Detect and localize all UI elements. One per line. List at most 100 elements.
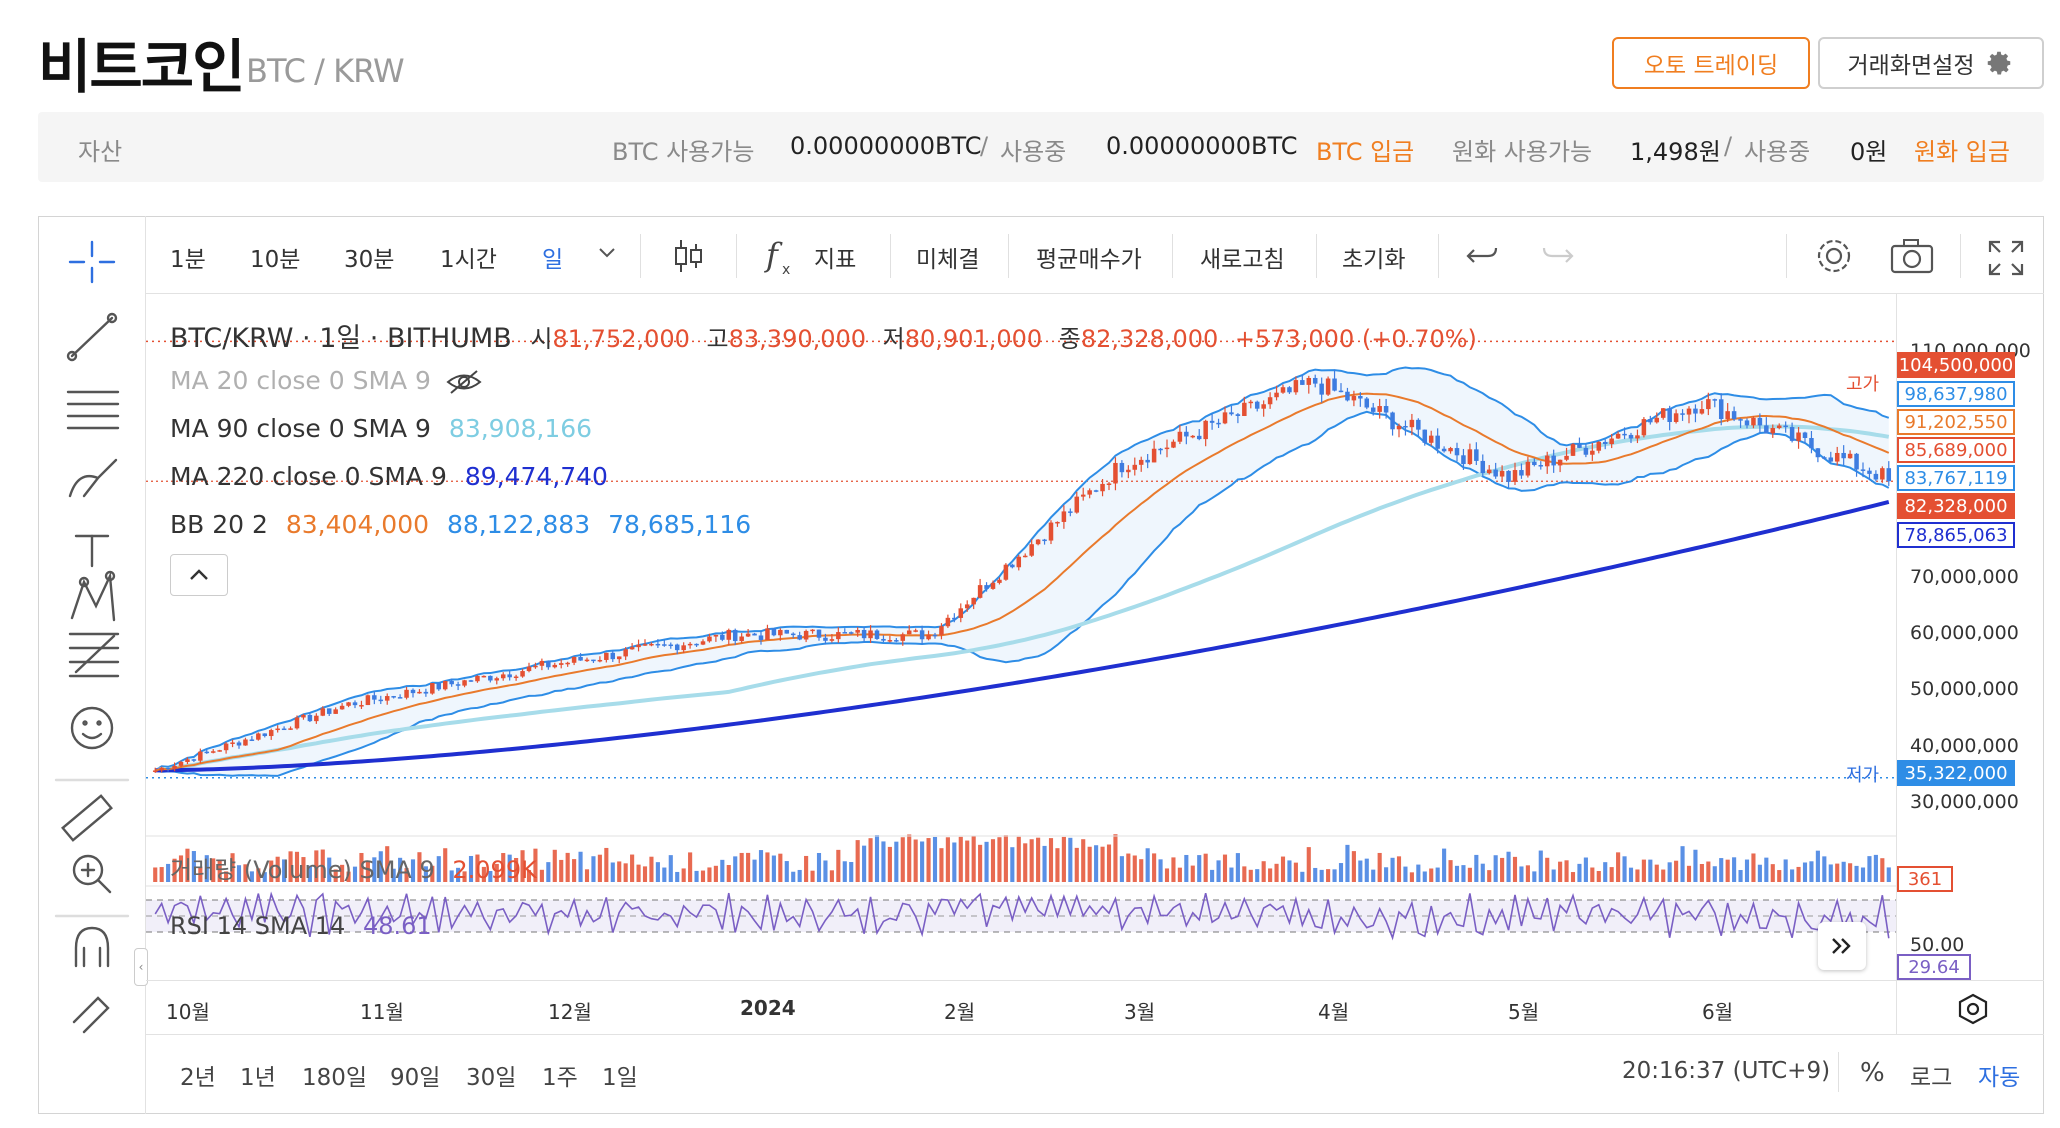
candle-body: [1370, 407, 1376, 412]
candle-body: [1242, 402, 1247, 416]
volume-bar: [1119, 856, 1124, 882]
reset-button[interactable]: 초기화: [1342, 247, 1406, 273]
interval-10m[interactable]: 10분: [250, 247, 301, 273]
bb-legend[interactable]: BB 20 2 83,404,000 88,122,883 78,685,116: [170, 510, 751, 539]
volume-bar: [494, 863, 499, 882]
interval-30m[interactable]: 30분: [344, 247, 395, 273]
camera-icon[interactable]: [1890, 238, 1934, 274]
percent-scale-toggle[interactable]: %: [1860, 1058, 1885, 1088]
log-scale-toggle[interactable]: 로그: [1910, 1065, 1953, 1091]
volume-bar: [636, 864, 641, 882]
eye-hidden-icon[interactable]: [445, 369, 483, 395]
candle-body: [739, 636, 744, 642]
range-180d[interactable]: 180일: [302, 1065, 368, 1091]
ma220-legend[interactable]: MA 220 close 0 SMA 9 89,474,740: [170, 462, 608, 491]
candle-body: [1042, 539, 1047, 542]
candle-body: [1248, 401, 1254, 404]
volume-bar: [1074, 847, 1079, 882]
auto-trading-button[interactable]: 오토 트레이딩: [1612, 37, 1810, 89]
volume-bar: [1590, 867, 1595, 882]
interval-1h[interactable]: 1시간: [440, 247, 497, 273]
candle-body: [1583, 447, 1589, 455]
volume-bar: [939, 848, 944, 882]
ruler-icon[interactable]: [61, 794, 113, 842]
range-1y[interactable]: 1년: [240, 1065, 276, 1091]
collapse-legend-button[interactable]: [170, 554, 228, 596]
candle-body: [984, 585, 989, 589]
range-30d[interactable]: 30일: [466, 1065, 517, 1091]
chart-settings-icon[interactable]: [1814, 236, 1854, 276]
scroll-to-latest-button[interactable]: [1818, 922, 1866, 970]
trend-line-icon[interactable]: [66, 312, 118, 362]
double-chevron-right-icon: [1832, 938, 1851, 954]
emoji-icon[interactable]: [70, 706, 114, 750]
candle-body: [1847, 453, 1853, 459]
avg-price-button[interactable]: 평균매수가: [1036, 247, 1142, 273]
volume-bar: [1351, 851, 1356, 882]
btc-deposit-link[interactable]: BTC 입금: [1316, 138, 1415, 166]
candle-body: [462, 680, 467, 686]
candle-body: [436, 683, 442, 690]
volume-bar: [153, 867, 158, 882]
ohlc-close: 82,328,000: [1080, 325, 1219, 353]
ma20-legend[interactable]: MA 20 close 0 SMA 9: [170, 366, 483, 395]
fibonacci-icon[interactable]: [68, 632, 120, 678]
candle-body: [185, 759, 190, 763]
range-1d[interactable]: 1일: [602, 1065, 638, 1091]
unfilled-orders-button[interactable]: 미체결: [916, 247, 980, 273]
bb-upper-value: 88,122,883: [446, 510, 591, 539]
candle-body: [1454, 448, 1460, 456]
ma220-label: MA 220 close 0 SMA 9: [170, 462, 447, 491]
crosshair-icon[interactable]: [68, 240, 116, 284]
range-2y[interactable]: 2년: [180, 1065, 216, 1091]
chevron-down-icon[interactable]: [598, 246, 616, 260]
text-tool-icon[interactable]: [74, 534, 110, 568]
candle-body: [442, 680, 448, 690]
volume-bar: [1616, 852, 1621, 882]
pattern-icon[interactable]: [70, 570, 116, 622]
candle-body: [1358, 396, 1363, 399]
interval-1m[interactable]: 1분: [170, 247, 206, 273]
symbol-legend: BTC/KRW · 1일 · BITHUMB 시81,752,000 고83,3…: [170, 316, 1477, 355]
collapse-toolbar-handle[interactable]: ‹: [134, 948, 148, 986]
ma90-legend[interactable]: MA 90 close 0 SMA 9 83,908,166: [170, 414, 592, 443]
range-1w[interactable]: 1주: [542, 1065, 578, 1091]
rsi-legend[interactable]: RSI 14 SMA 14 48.61: [170, 912, 432, 940]
candlestick-type-icon[interactable]: [670, 236, 706, 276]
volume-bar: [1790, 869, 1795, 882]
volume-bar: [1371, 869, 1376, 882]
candle-body: [1306, 377, 1312, 385]
candle-body: [1364, 398, 1370, 408]
auto-scale-toggle[interactable]: 자동: [1978, 1065, 2021, 1091]
axis-settings-icon[interactable]: [1956, 992, 1990, 1026]
drawing-toolbar: [38, 216, 146, 1114]
candle-body: [1048, 522, 1054, 541]
volume-legend[interactable]: 거래량 (Volume) SMA 9 2.099K: [170, 850, 537, 885]
interval-day[interactable]: 일: [542, 247, 564, 273]
brush-icon[interactable]: [68, 458, 118, 498]
volume-bar: [1454, 865, 1460, 882]
candle-body: [662, 644, 667, 646]
zoom-in-icon[interactable]: [72, 854, 112, 894]
screen-settings-button[interactable]: 거래화면설정: [1818, 37, 2044, 89]
volume-bar: [1042, 845, 1047, 882]
price-chart[interactable]: [146, 294, 1896, 1036]
undo-icon[interactable]: [1466, 240, 1500, 270]
parallel-lines-icon[interactable]: [66, 390, 120, 430]
candle-body: [359, 705, 364, 707]
refresh-button[interactable]: 새로고침: [1200, 247, 1285, 273]
magnet-icon[interactable]: [74, 926, 110, 968]
function-icon[interactable]: f x: [764, 234, 798, 278]
volume-bar: [1635, 869, 1640, 882]
pencil-icon[interactable]: [72, 996, 110, 1034]
redo-icon[interactable]: [1540, 240, 1574, 270]
range-90d[interactable]: 90일: [390, 1065, 441, 1091]
volume-bar: [1500, 857, 1505, 882]
krw-deposit-link[interactable]: 원화 입금: [1914, 138, 2010, 166]
indicator-button[interactable]: 지표: [814, 247, 857, 273]
candle-body: [919, 630, 925, 640]
candle-body: [1145, 459, 1150, 463]
fullscreen-icon[interactable]: [1986, 238, 2026, 278]
candle-body: [1383, 406, 1389, 413]
volume-bar: [1409, 872, 1414, 882]
